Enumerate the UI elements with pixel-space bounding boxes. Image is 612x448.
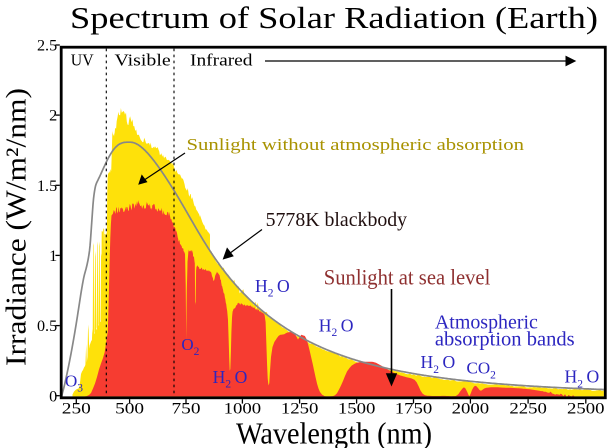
svg-text:Spectrum of Solar Radiation (E: Spectrum of Solar Radiation (Earth) <box>70 1 598 35</box>
svg-text:2500: 2500 <box>567 399 605 417</box>
svg-text:2.5: 2.5 <box>37 37 57 55</box>
svg-text:1250: 1250 <box>281 399 319 417</box>
svg-text:750: 750 <box>172 399 201 417</box>
svg-text:250: 250 <box>62 399 91 417</box>
svg-text:Irradiance (W/m²/nm): Irradiance (W/m²/nm) <box>2 88 33 366</box>
svg-text:Sunlight at sea level: Sunlight at sea level <box>324 264 491 289</box>
svg-text:H2 O: H2 O <box>213 367 248 391</box>
svg-text:CO2: CO2 <box>467 359 497 382</box>
svg-text:1: 1 <box>49 247 57 265</box>
svg-text:H2 O: H2 O <box>255 276 290 300</box>
svg-text:Wavelength (nm): Wavelength (nm) <box>236 417 432 448</box>
svg-text:2250: 2250 <box>509 399 547 417</box>
svg-text:1.5: 1.5 <box>37 177 57 195</box>
svg-text:Sunlight without atmospheric a: Sunlight without atmospheric absorption <box>187 135 525 154</box>
svg-text:0: 0 <box>49 387 57 405</box>
svg-text:500: 500 <box>115 399 144 417</box>
svg-text:2: 2 <box>49 107 57 125</box>
svg-text:H2 O: H2 O <box>319 315 354 339</box>
svg-text:Visible: Visible <box>115 51 171 70</box>
svg-text:1500: 1500 <box>338 399 376 417</box>
svg-text:0.5: 0.5 <box>37 317 57 335</box>
svg-text:Atmospheric: Atmospheric <box>435 312 538 334</box>
svg-text:H2 O: H2 O <box>565 367 600 391</box>
svg-text:2000: 2000 <box>452 399 490 417</box>
svg-text:H2 O: H2 O <box>421 352 456 376</box>
svg-text:Infrared: Infrared <box>190 51 253 70</box>
svg-text:1750: 1750 <box>395 399 433 417</box>
svg-text:UV: UV <box>71 51 94 70</box>
svg-text:absorption bands: absorption bands <box>435 328 575 350</box>
svg-text:1000: 1000 <box>224 399 262 417</box>
svg-text:5778K blackbody: 5778K blackbody <box>266 210 408 231</box>
